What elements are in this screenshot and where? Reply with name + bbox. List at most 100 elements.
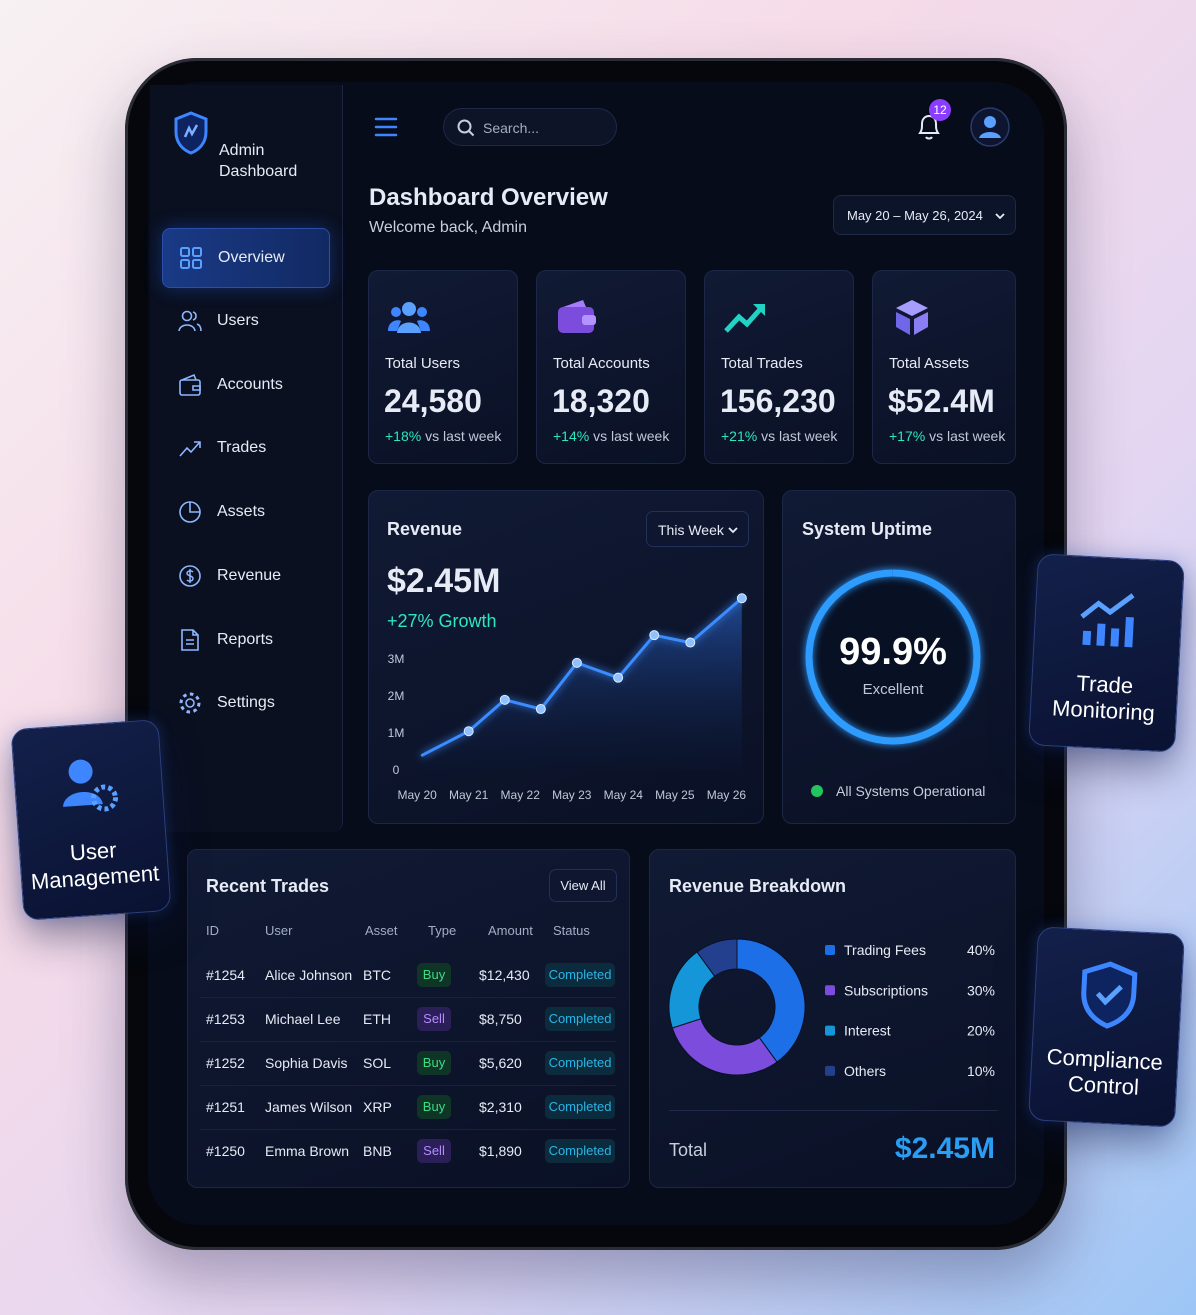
nav-item[interactable]: Reports <box>162 610 330 670</box>
search-box[interactable]: Search... <box>443 108 617 146</box>
data-point <box>499 694 510 705</box>
legend-value: 40% <box>967 942 995 958</box>
cell: #1250 <box>206 1143 245 1159</box>
divider <box>669 1110 998 1111</box>
data-point <box>736 593 747 604</box>
stat-label: Total Accounts <box>553 355 650 372</box>
stat-value: $52.4M <box>888 383 995 419</box>
nav-item[interactable]: Accounts <box>162 355 330 415</box>
stat-value: 18,320 <box>552 383 650 419</box>
nav-icon <box>181 629 199 651</box>
nav-label: Revenue <box>217 567 282 584</box>
data-point <box>685 637 696 648</box>
legend-swatch <box>825 945 835 955</box>
cell: #1254 <box>206 967 245 983</box>
y-tick-label: 0 <box>393 763 400 777</box>
uptime-ring <box>805 569 981 745</box>
stat-change: +21% vs last week <box>721 428 837 444</box>
stat-label: Total Assets <box>889 355 970 372</box>
uptime-rating: Excellent <box>863 681 925 698</box>
stat-icon <box>558 300 596 333</box>
floating-card: Trade Monitoring <box>1028 553 1185 753</box>
brand-line: Dashboard <box>219 163 298 180</box>
nav-icon <box>180 247 202 269</box>
uptime-status: All Systems Operational <box>836 783 985 799</box>
nav-icon <box>178 310 202 332</box>
legend-label: Trading Fees <box>844 942 926 958</box>
cell: Emma Brown <box>265 1143 349 1159</box>
chevron <box>995 213 1005 220</box>
change-note: vs last week <box>761 428 838 444</box>
notification-bell[interactable] <box>915 112 943 142</box>
cell: #1251 <box>206 1099 245 1115</box>
avatar[interactable] <box>970 107 1010 147</box>
type-badge: Sell <box>417 1007 451 1031</box>
cell: #1252 <box>206 1055 245 1071</box>
search-icon <box>457 119 475 137</box>
cell: $1,890 <box>479 1143 522 1159</box>
stat-value: 156,230 <box>720 383 836 419</box>
cell: $5,620 <box>479 1055 522 1071</box>
nav-icon <box>179 441 201 457</box>
card-title: Recent Trades <box>206 876 330 896</box>
data-point <box>613 672 624 683</box>
nav-item[interactable]: Revenue <box>162 546 330 606</box>
card-title: Revenue <box>387 519 463 539</box>
x-tick-label: May 24 <box>604 788 644 802</box>
area <box>422 598 742 770</box>
view-all-button[interactable]: View All <box>549 869 617 902</box>
legend-value: 10% <box>967 1063 995 1079</box>
feature-icon <box>1080 593 1135 648</box>
nav-icon <box>179 692 201 714</box>
stat-card: Total Trades 156,230 +21% vs last week <box>704 270 854 464</box>
notification-badge: 12 <box>929 99 951 121</box>
revenue-growth: +27% Growth <box>387 611 497 631</box>
status-badge: Completed <box>545 1095 615 1119</box>
donut-slice <box>736 938 806 1063</box>
x-tick-label: May 21 <box>449 788 489 802</box>
feature-label: Compliance Control <box>1046 1043 1164 1100</box>
nav-label: Users <box>217 312 259 329</box>
period-select[interactable]: This Week <box>646 511 749 547</box>
page-subtitle: Welcome back, Admin <box>369 219 527 236</box>
stat-change: +18% vs last week <box>385 428 501 444</box>
nav-item[interactable]: Settings <box>162 673 330 733</box>
feature-icon <box>1081 961 1138 1029</box>
y-tick-label: 1M <box>388 726 405 740</box>
x-tick-label: May 26 <box>707 788 747 802</box>
column-header: Amount <box>488 923 533 938</box>
nav-icon <box>179 373 201 396</box>
nav-label: Settings <box>217 694 275 711</box>
cell: Alice Johnson <box>265 967 352 983</box>
legend-label: Subscriptions <box>844 982 928 998</box>
nav-item[interactable]: Trades <box>162 418 330 478</box>
stat-icon <box>896 300 928 335</box>
type-badge: Buy <box>417 963 451 987</box>
x-tick-label: May 23 <box>552 788 592 802</box>
uptime-value: 99.9% <box>839 631 947 673</box>
nav-item[interactable]: Users <box>162 291 330 351</box>
change-value: +14% <box>553 428 590 444</box>
type-badge: Sell <box>417 1139 451 1163</box>
nav-item[interactable]: Overview <box>162 228 330 288</box>
column-header: Asset <box>365 923 398 938</box>
stat-icon <box>388 302 430 333</box>
cell: James Wilson <box>265 1099 352 1115</box>
card-title: Revenue Breakdown <box>669 876 847 896</box>
cell: $8,750 <box>479 1011 522 1027</box>
menu-button[interactable] <box>374 116 398 138</box>
search-placeholder: Search... <box>483 120 540 136</box>
nav-item[interactable]: Assets <box>162 482 330 542</box>
legend-value: 30% <box>967 982 995 998</box>
chevron <box>728 527 738 534</box>
date-range-picker[interactable]: May 20 – May 26, 2024 <box>833 195 1016 235</box>
cell: $12,430 <box>479 967 530 983</box>
cell: ETH <box>363 1011 391 1027</box>
legend-label: Others <box>844 1063 886 1079</box>
feature-label: Trade Monitoring <box>1051 670 1156 726</box>
change-note: vs last week <box>929 428 1006 444</box>
column-header: Status <box>553 923 590 938</box>
change-note: vs last week <box>425 428 502 444</box>
